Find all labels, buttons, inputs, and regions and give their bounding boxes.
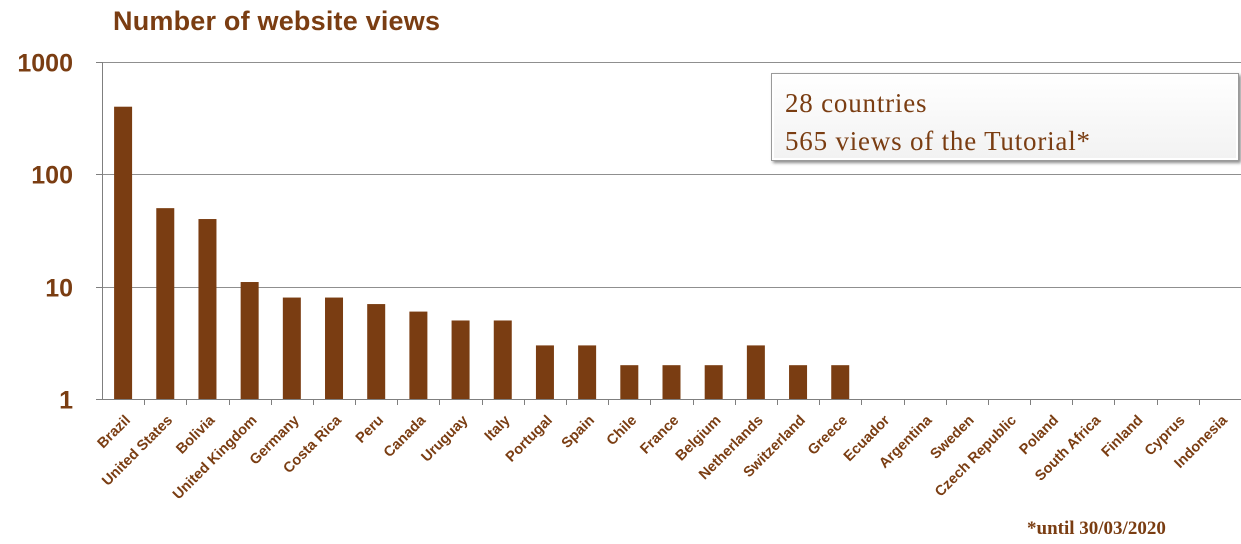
y-tick-label-1000: 1000 — [17, 50, 73, 78]
bar-chile — [620, 365, 639, 399]
gridlines — [102, 62, 1241, 288]
bar-peru — [367, 304, 386, 399]
bar-united-kingdom — [240, 282, 259, 399]
axes — [96, 62, 1241, 405]
annotation-views: 565 views of the Tutorial* — [785, 126, 1091, 156]
bar-switzerland — [789, 365, 808, 399]
chart-title: Number of website views — [113, 6, 441, 36]
x-tick-label-peru: Peru — [353, 413, 387, 447]
x-tick-label-czech-republic: Czech Republic — [932, 413, 1020, 501]
bar-costa-rica — [325, 297, 344, 399]
y-tick-label-1: 1 — [59, 387, 73, 415]
annotation-countries: 28 countries — [785, 88, 928, 118]
bar-spain — [578, 345, 597, 399]
y-tick-label-100: 100 — [31, 162, 73, 190]
y-tick-label-10: 10 — [45, 275, 73, 303]
x-tick-label-chile: Chile — [604, 413, 640, 449]
y-tick-labels: 1 10 100 1000 — [17, 50, 73, 415]
bar-france — [662, 365, 681, 399]
x-tick-label-finland: Finland — [1099, 413, 1147, 461]
summary-annotation-box: 28 countries 565 views of the Tutorial* — [771, 73, 1239, 161]
bar-uruguay — [451, 320, 470, 399]
bar-united-states — [156, 208, 175, 399]
bars — [114, 106, 850, 399]
bar-canada — [409, 311, 428, 399]
x-tick-label-uruguay: Uruguay — [418, 413, 471, 466]
bar-germany — [282, 297, 301, 399]
bar-italy — [493, 320, 512, 399]
x-tick-label-italy: Italy — [482, 413, 514, 445]
bar-brazil — [114, 106, 133, 399]
bar-greece — [831, 365, 850, 399]
bar-netherlands — [746, 345, 765, 399]
x-tick-label-spain: Spain — [559, 413, 598, 452]
x-tick-label-portugal: Portugal — [503, 413, 556, 466]
x-tick-label-brazil: Brazil — [95, 413, 134, 452]
footnote: *until 30/03/2020 — [1027, 518, 1166, 539]
bar-bolivia — [198, 219, 217, 399]
bar-portugal — [535, 345, 554, 399]
bar-belgium — [704, 365, 723, 399]
